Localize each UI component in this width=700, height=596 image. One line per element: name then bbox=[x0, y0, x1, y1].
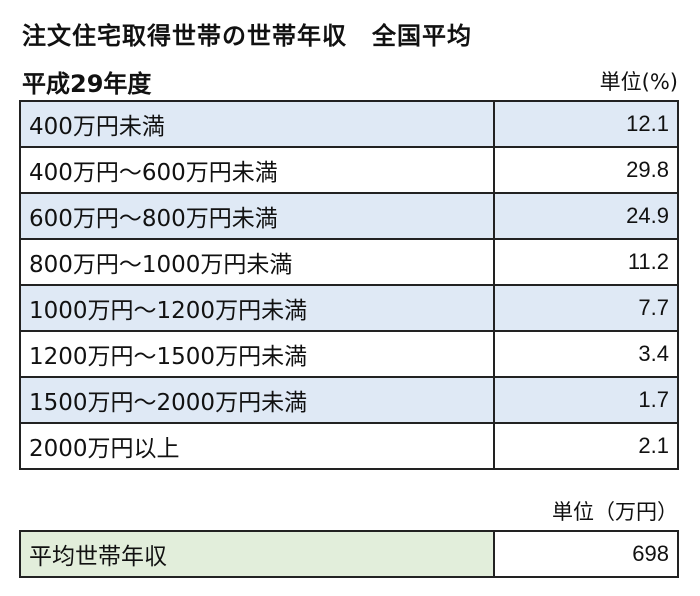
income-range-label: 400万円未満 bbox=[19, 100, 495, 148]
income-range-label: 1000万円～1200万円未満 bbox=[19, 284, 495, 332]
table-row: 400万円～600万円未満 29.8 bbox=[19, 146, 679, 194]
income-range-label: 1200万円～1500万円未満 bbox=[19, 330, 495, 378]
percent-value: 29.8 bbox=[493, 146, 679, 194]
percent-value: 2.1 bbox=[493, 422, 679, 470]
unit-yen-label: 単位（万円） bbox=[552, 500, 678, 524]
income-distribution-table: 400万円未満 12.1 400万円～600万円未満 29.8 600万円～800万円未… bbox=[19, 100, 679, 470]
table-row: 400万円未満 12.1 bbox=[19, 100, 679, 148]
percent-value: 7.7 bbox=[493, 284, 679, 332]
income-range-label: 800万円～1000万円未満 bbox=[19, 238, 495, 286]
income-range-label: 2000万円以上 bbox=[19, 422, 495, 470]
average-income-label: 平均世帯年収 bbox=[19, 530, 495, 578]
table-row: 2000万円以上 2.1 bbox=[19, 422, 679, 470]
income-range-label: 600万円～800万円未満 bbox=[19, 192, 495, 240]
table-row: 800万円～1000万円未満 11.2 bbox=[19, 238, 679, 286]
income-range-label: 1500万円～2000万円未満 bbox=[19, 376, 495, 424]
percent-value: 3.4 bbox=[493, 330, 679, 378]
percent-value: 12.1 bbox=[493, 100, 679, 148]
table-row: 平均世帯年収 698 bbox=[19, 530, 679, 578]
income-range-label: 400万円～600万円未満 bbox=[19, 146, 495, 194]
table-row: 600万円～800万円未満 24.9 bbox=[19, 192, 679, 240]
average-income-value: 698 bbox=[493, 530, 679, 578]
average-income-table: 平均世帯年収 698 bbox=[19, 530, 679, 578]
percent-value: 24.9 bbox=[493, 192, 679, 240]
table-row: 1000万円～1200万円未満 7.7 bbox=[19, 284, 679, 332]
unit-percent-label: 単位(%) bbox=[599, 70, 678, 94]
percent-value: 1.7 bbox=[493, 376, 679, 424]
table-row: 1200万円～1500万円未満 3.4 bbox=[19, 330, 679, 378]
table-row: 1500万円～2000万円未満 1.7 bbox=[19, 376, 679, 424]
fiscal-year: 平成29年度 bbox=[22, 70, 152, 98]
page-title: 注文住宅取得世帯の世帯年収 全国平均 bbox=[22, 22, 472, 50]
percent-value: 11.2 bbox=[493, 238, 679, 286]
